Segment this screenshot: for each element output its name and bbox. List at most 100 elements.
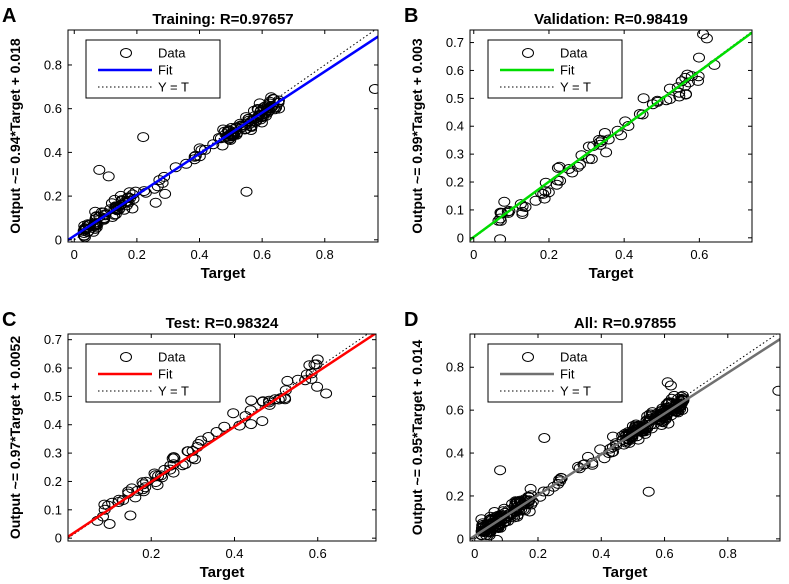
data-point — [245, 116, 258, 127]
data-point — [604, 443, 617, 454]
data-point — [518, 505, 531, 516]
y-tick-label: 0.6 — [44, 101, 62, 116]
x-tick-label: 0.4 — [592, 546, 610, 561]
data-point — [180, 158, 193, 169]
legend-entry: Y = T — [158, 384, 189, 399]
data-point — [680, 89, 692, 100]
y-tick-label: 0 — [55, 232, 62, 247]
data-point — [168, 453, 181, 464]
axes-frame — [67, 333, 377, 542]
x-axis-label: Target — [589, 265, 634, 282]
data-point — [594, 139, 607, 150]
data-point — [475, 514, 488, 525]
panel-c: 0.2 0.4 0.6 0 0.1 0.2 0.3 0.4 0.5 0.6 0.7 Test: R=0… — [2, 309, 377, 581]
reference-lines — [68, 30, 378, 242]
data-point — [643, 409, 656, 420]
data-point — [311, 381, 324, 392]
data-point — [661, 377, 674, 388]
data-point — [167, 452, 180, 463]
fit-line — [470, 31, 752, 241]
data-point — [320, 388, 333, 399]
panel-letter: A — [2, 5, 16, 27]
data-point — [188, 151, 201, 162]
axes-frame — [67, 29, 379, 243]
data-point — [80, 224, 93, 235]
data-point — [93, 164, 106, 175]
data-point — [641, 411, 654, 422]
data-point — [508, 512, 521, 523]
chart-title: Test: R=0.98324 — [166, 315, 279, 332]
legend-entry: Fit — [158, 367, 173, 382]
y-tick-label: 0.3 — [44, 446, 62, 461]
x-tick-label: 0.4 — [190, 247, 208, 262]
y-tick-label: 0.3 — [446, 147, 464, 162]
data-point — [553, 161, 566, 172]
y-tick-label: 0.2 — [44, 474, 62, 489]
data-point — [159, 188, 172, 199]
legend-data-marker — [120, 48, 132, 58]
data-point — [542, 187, 555, 198]
data-point — [245, 121, 258, 132]
panel-d: 0 0.2 0.4 0.6 0.8 0 0.2 0.4 0.6 0.8 All: R=0.97855… — [404, 309, 781, 581]
data-point — [494, 465, 507, 476]
y-tick-label: 0.2 — [44, 189, 62, 204]
y-tick-label: 0.4 — [44, 417, 62, 432]
data-point — [256, 416, 269, 427]
data-point — [494, 234, 507, 242]
data-point — [646, 99, 659, 110]
data-point — [675, 391, 688, 402]
data-point — [368, 84, 378, 94]
y-tick-label: 0 — [55, 531, 62, 546]
axes-frame — [469, 29, 753, 243]
y-tick-label: 0.2 — [446, 488, 464, 503]
y-tick-label: 0.1 — [44, 502, 62, 517]
chart-title: Validation: R=0.98419 — [534, 11, 688, 28]
data-point — [124, 510, 137, 521]
data-point — [480, 530, 493, 541]
data-point — [642, 486, 655, 497]
data-point — [655, 420, 668, 430]
data-point — [622, 431, 635, 441]
y-tick-label: 0 — [457, 230, 464, 245]
panel-a: 0 0.2 0.4 0.6 0.8 0 0.2 0.4 0.6 0.8 Training: R=0.… — [2, 5, 379, 282]
fit-line — [68, 35, 378, 242]
data-point — [103, 519, 116, 529]
axes-frame — [469, 333, 781, 542]
x-tick-label: 0.2 — [529, 546, 547, 561]
x-tick-label: 0 — [471, 546, 478, 561]
data-point — [516, 209, 529, 219]
x-tick-label: 0.4 — [225, 546, 243, 561]
legend-entry: Data — [158, 350, 186, 365]
data-point — [158, 171, 171, 182]
data-point — [538, 193, 551, 204]
y-tick-label: 0.1 — [446, 202, 464, 217]
data-point — [216, 140, 229, 151]
x-tick-label: 0.6 — [253, 247, 271, 262]
legend: Data Fit Y = T — [487, 39, 623, 99]
data-point — [637, 93, 650, 104]
y-tick-label: 0.6 — [446, 63, 464, 78]
data-point — [664, 380, 677, 391]
data-point — [600, 147, 613, 158]
legend-data-marker — [522, 48, 534, 58]
data-point — [110, 201, 123, 212]
x-tick-label: 0.6 — [656, 546, 674, 561]
data-point — [479, 525, 492, 536]
data-point — [537, 486, 550, 497]
x-axis-label: Target — [201, 265, 246, 282]
y-tick-label: 0.8 — [44, 57, 62, 72]
x-tick-label: 0.2 — [540, 247, 558, 262]
data-point — [240, 186, 253, 197]
data-point — [498, 196, 511, 207]
reference-lines — [470, 334, 780, 541]
data-point — [131, 485, 144, 496]
legend-data-marker — [120, 352, 132, 362]
legend-entry: Y = T — [158, 80, 189, 95]
data-point — [490, 534, 503, 541]
legend-entry: Fit — [158, 63, 173, 78]
data-point — [501, 206, 514, 217]
data-point — [538, 433, 551, 443]
y-axis-label: Output ~= 0.94*Target + 0.018 — [7, 38, 23, 234]
fit-line — [68, 334, 376, 538]
